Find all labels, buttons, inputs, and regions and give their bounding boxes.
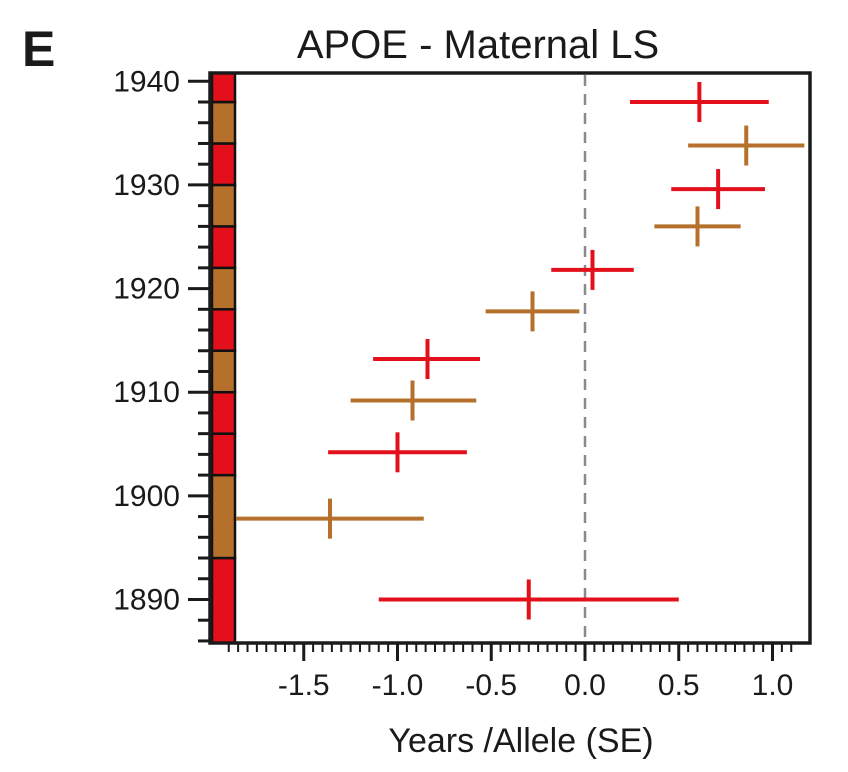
chart-title: APOE - Maternal LS xyxy=(297,23,659,67)
y-tick-label-1940: 1940 xyxy=(113,65,180,98)
y-tick-label-1920: 1920 xyxy=(113,273,180,306)
y-tick-label-1900: 1900 xyxy=(113,480,180,513)
band-7 xyxy=(210,225,237,270)
estimate-4 xyxy=(373,339,480,380)
band-0 xyxy=(210,556,237,645)
estimate-1 xyxy=(236,498,424,539)
estimate-5 xyxy=(485,291,580,332)
estimate-0 xyxy=(378,579,679,620)
band-3 xyxy=(210,390,237,435)
x-tick-label-3: 0.0 xyxy=(564,669,606,702)
cohort-color-bands xyxy=(210,71,237,645)
band-1 xyxy=(210,473,237,560)
band-6 xyxy=(210,266,237,311)
panel-label: E xyxy=(22,21,55,77)
estimate-10 xyxy=(630,82,769,123)
x-axis-ticks: -1.5 -1.0 -0.5 0.0 0.5 1.0 xyxy=(227,643,794,702)
x-tick-label-5: 1.0 xyxy=(752,669,794,702)
x-tick-label-0: -1.5 xyxy=(278,669,330,702)
y-tick-label-1910: 1910 xyxy=(113,376,180,409)
band-2 xyxy=(210,432,237,477)
band-9 xyxy=(210,142,237,187)
x-axis-label: Years /Allele (SE) xyxy=(388,722,653,760)
band-8 xyxy=(210,183,237,228)
y-tick-label-1930: 1930 xyxy=(113,169,180,202)
x-tick-label-4: 0.5 xyxy=(658,669,700,702)
estimate-9 xyxy=(688,125,805,166)
estimate-6 xyxy=(551,249,634,290)
band-4 xyxy=(210,349,237,394)
estimate-8 xyxy=(671,169,765,210)
estimate-3 xyxy=(350,380,477,421)
band-5 xyxy=(210,308,237,352)
y-tick-label-1890: 1890 xyxy=(113,583,180,616)
x-tick-label-1: -1.0 xyxy=(372,669,424,702)
band-11 xyxy=(210,71,237,104)
band-10 xyxy=(210,100,237,145)
estimate-markers xyxy=(236,82,805,620)
estimate-2 xyxy=(328,432,467,473)
plot-frame xyxy=(208,71,812,645)
estimate-7 xyxy=(654,206,741,247)
x-tick-label-2: -0.5 xyxy=(465,669,517,702)
y-axis-ticks: 1890 1900 1910 1920 1930 1940 xyxy=(113,65,210,643)
